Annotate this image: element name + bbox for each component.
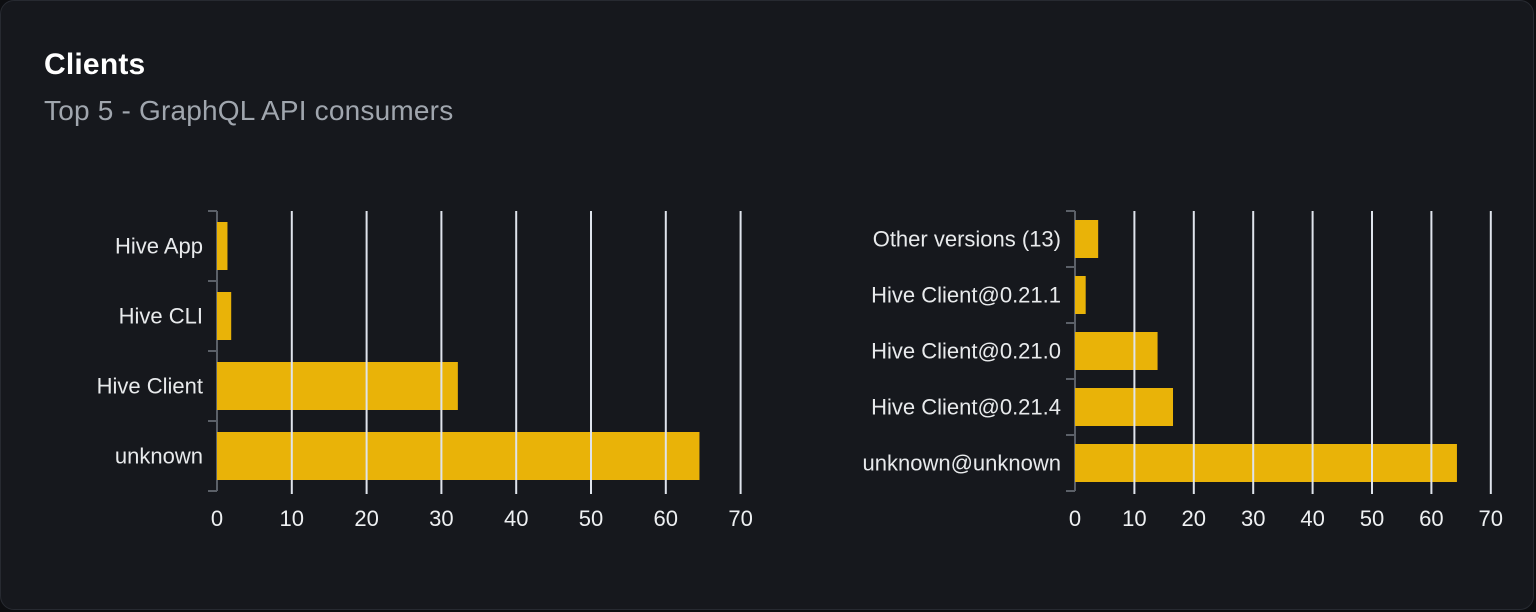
category-label: Other versions (13) — [873, 227, 1061, 252]
x-tick-label: 70 — [1479, 506, 1503, 531]
category-label: Hive Client@0.21.1 — [871, 283, 1061, 308]
x-tick-label: 40 — [1300, 506, 1324, 531]
bar — [217, 432, 700, 480]
bar — [1075, 220, 1099, 258]
category-label: Hive App — [115, 234, 203, 259]
bar — [217, 362, 458, 410]
x-tick-label: 10 — [1122, 506, 1146, 531]
x-tick-label: 50 — [579, 506, 603, 531]
client-versions-bar-chart: Other versions (13) Hive Client@0.21.1 Hiv… — [863, 210, 1503, 531]
panel-subtitle: Top 5 - GraphQL API consumers — [44, 95, 454, 126]
bar — [217, 222, 228, 270]
bar — [1075, 444, 1457, 482]
bar — [217, 292, 232, 340]
x-tick-label: 30 — [429, 506, 453, 531]
category-label: Hive CLI — [119, 304, 203, 329]
category-label: unknown@unknown — [863, 451, 1061, 476]
x-tick-label: 20 — [354, 506, 378, 531]
bar — [1075, 332, 1158, 370]
clients-bar-chart: Hive App Hive CLI Hive Client unknown 0 10 20 3… — [97, 210, 753, 531]
x-tick-label: 40 — [504, 506, 528, 531]
bar — [1075, 276, 1086, 314]
category-label: unknown — [115, 444, 203, 469]
x-tick-label: 0 — [1069, 506, 1081, 531]
x-tick-label: 10 — [280, 506, 304, 531]
bar — [1075, 388, 1174, 426]
x-tick-label: 60 — [654, 506, 678, 531]
category-label: Hive Client — [97, 374, 203, 399]
panel-title: Clients — [44, 48, 146, 81]
x-tick-label: 70 — [728, 506, 752, 531]
category-label: Hive Client@0.21.0 — [871, 339, 1061, 364]
x-tick-label: 20 — [1182, 506, 1206, 531]
x-tick-label: 60 — [1419, 506, 1443, 531]
x-tick-label: 0 — [211, 506, 223, 531]
x-tick-label: 30 — [1241, 506, 1265, 531]
category-label: Hive Client@0.21.4 — [871, 395, 1061, 420]
x-tick-label: 50 — [1360, 506, 1384, 531]
